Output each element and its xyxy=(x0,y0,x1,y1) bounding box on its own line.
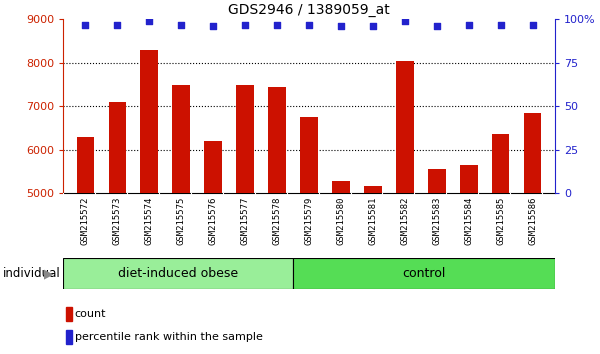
Bar xyxy=(524,113,541,193)
Bar xyxy=(492,135,509,193)
Point xyxy=(208,24,218,29)
Text: ▶: ▶ xyxy=(44,267,53,280)
Point xyxy=(432,24,442,29)
Text: GSM215579: GSM215579 xyxy=(305,196,314,245)
Text: GSM215572: GSM215572 xyxy=(81,196,90,245)
Text: GSM215580: GSM215580 xyxy=(337,196,346,245)
Bar xyxy=(63,258,293,289)
Text: diet-induced obese: diet-induced obese xyxy=(118,267,238,280)
Bar xyxy=(293,258,555,289)
Text: GSM215575: GSM215575 xyxy=(177,196,186,245)
Bar xyxy=(66,307,73,321)
Point xyxy=(336,24,346,29)
Text: GSM215582: GSM215582 xyxy=(400,196,409,245)
Bar xyxy=(460,165,478,193)
Bar xyxy=(109,102,126,193)
Text: GSM215578: GSM215578 xyxy=(272,196,281,245)
Point xyxy=(176,22,186,28)
Title: GDS2946 / 1389059_at: GDS2946 / 1389059_at xyxy=(228,3,390,17)
Point xyxy=(145,18,154,24)
Bar xyxy=(236,85,254,193)
Text: GSM215583: GSM215583 xyxy=(432,196,441,245)
Text: percentile rank within the sample: percentile rank within the sample xyxy=(75,332,263,342)
Text: GSM215577: GSM215577 xyxy=(241,196,250,245)
Point xyxy=(368,24,377,29)
Bar xyxy=(300,117,318,193)
Text: GSM215576: GSM215576 xyxy=(209,196,218,245)
Bar xyxy=(364,187,382,193)
Text: control: control xyxy=(402,267,445,280)
Bar xyxy=(428,169,446,193)
Text: GSM215581: GSM215581 xyxy=(368,196,377,245)
Bar xyxy=(268,87,286,193)
Point xyxy=(400,18,410,24)
Bar xyxy=(140,50,158,193)
Point xyxy=(241,22,250,28)
Bar xyxy=(77,137,94,193)
Text: GSM215574: GSM215574 xyxy=(145,196,154,245)
Text: individual: individual xyxy=(3,267,61,280)
Text: GSM215585: GSM215585 xyxy=(496,196,505,245)
Text: GSM215584: GSM215584 xyxy=(464,196,473,245)
Point xyxy=(528,22,538,28)
Text: GSM215573: GSM215573 xyxy=(113,196,122,245)
Text: GSM215586: GSM215586 xyxy=(528,196,537,245)
Bar xyxy=(332,181,350,193)
Point xyxy=(113,22,122,28)
Bar xyxy=(205,141,222,193)
Bar xyxy=(172,85,190,193)
Bar xyxy=(396,61,413,193)
Point xyxy=(464,22,473,28)
Point xyxy=(272,22,282,28)
Point xyxy=(304,22,314,28)
Point xyxy=(496,22,505,28)
Bar xyxy=(66,330,73,344)
Point xyxy=(80,22,90,28)
Text: count: count xyxy=(75,309,106,319)
